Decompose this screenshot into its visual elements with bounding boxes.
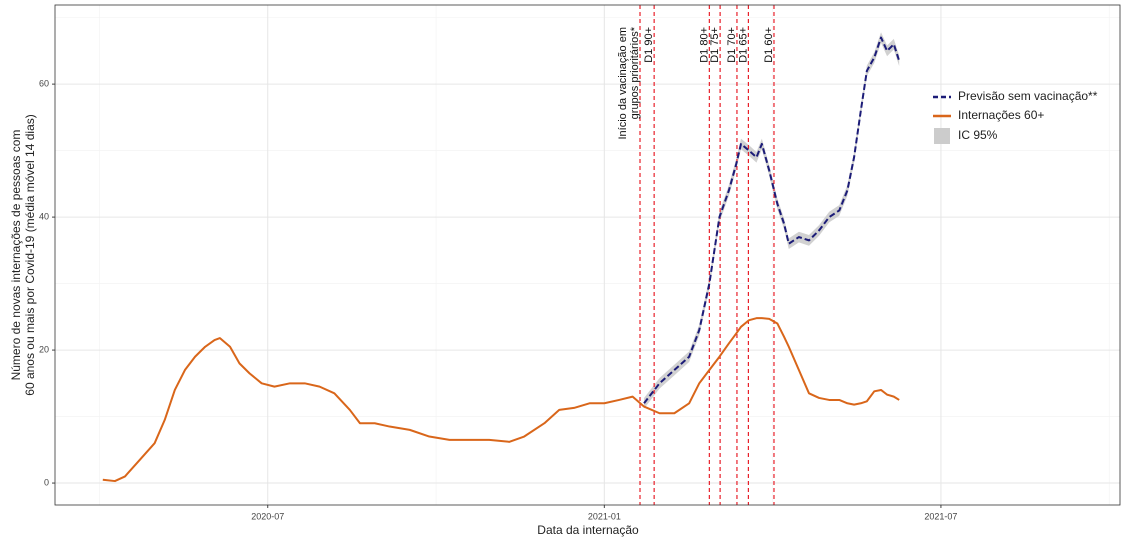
event-label: D1 60+ xyxy=(763,27,775,63)
legend-label: Internações 60+ xyxy=(958,108,1044,122)
plot-border xyxy=(54,4,1121,506)
y-tick-label: 60 xyxy=(39,78,49,88)
event-label: D1 65+ xyxy=(737,27,749,63)
x-tick-label: 2021-07 xyxy=(924,511,957,521)
ci-band xyxy=(644,32,900,409)
x-axis-label: Data da internação xyxy=(537,523,639,537)
x-tick-label: 2020-07 xyxy=(251,511,284,521)
event-label: D1 70+ xyxy=(726,27,738,63)
legend-label: IC 95% xyxy=(958,128,998,142)
y-axis-label: Número de novas internações de pessoas c… xyxy=(9,130,23,381)
y-axis-label: 60 anos ou mais por Covid-19 (média móve… xyxy=(23,114,37,395)
legend-label: Previsão sem vacinação** xyxy=(958,89,1098,103)
event-label: grupos prioritários* xyxy=(629,26,641,119)
series-line xyxy=(643,36,901,404)
event-label: D1 90+ xyxy=(643,27,655,63)
y-tick-label: 40 xyxy=(39,211,49,221)
x-tick-label: 2021-01 xyxy=(588,511,621,521)
y-tick-label: 20 xyxy=(39,344,49,354)
event-label: Início da vacinação em xyxy=(617,27,629,140)
series-line xyxy=(102,317,900,483)
y-tick-label: 0 xyxy=(44,477,49,487)
event-label: D1 75+ xyxy=(709,27,721,63)
event-label: D1 80+ xyxy=(698,27,710,63)
legend-swatch xyxy=(934,128,950,144)
